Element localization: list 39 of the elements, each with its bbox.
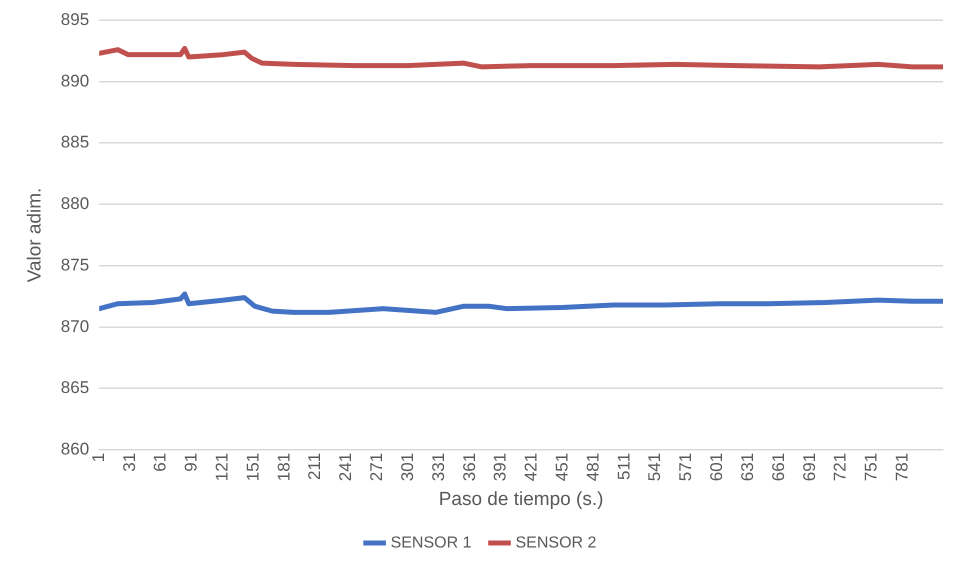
x-tick-label: 661 [768,452,788,482]
y-tick-label: 890 [60,71,90,90]
x-tick-label: 541 [645,452,664,482]
x-tick-label: 151 [243,452,262,482]
x-tick-label: 1 [88,452,108,462]
y-tick-label: 875 [60,255,90,274]
x-tick-label: 271 [367,452,386,482]
y-tick-label: 865 [60,378,90,398]
x-tick-label: 481 [583,452,602,482]
x-tick-label: 601 [707,452,726,482]
x-tick-label: 361 [460,452,479,482]
legend-label: SENSOR 1 [390,534,472,552]
x-tick-label: 301 [398,452,417,482]
x-tick-label: 751 [862,452,881,482]
x-tick-label: 511 [614,452,634,480]
x-tick-label: 721 [830,452,850,482]
x-tick-label: 451 [552,452,572,482]
x-tick-label: 61 [150,452,170,472]
x-tick-label: 121 [212,452,232,482]
x-tick-label: 631 [738,452,757,482]
x-axis-title: Paso de tiempo (s.) [438,488,604,510]
x-tick-label: 91 [182,452,201,472]
x-tick-label: 331 [428,452,448,482]
x-tick-label: 211 [305,452,324,480]
y-axis-title: Valor adim. [24,188,46,282]
legend-label: SENSOR 2 [516,534,597,552]
x-tick-label: 391 [490,452,510,482]
x-tick-label: 421 [522,452,541,482]
y-tick-label: 885 [60,132,90,152]
x-tick-label: 181 [274,452,294,482]
y-tick-label: 870 [60,316,90,336]
y-tick-label: 880 [60,194,90,214]
x-tick-label: 31 [120,452,139,472]
y-tick-label: 895 [60,10,90,29]
y-tick-label: 860 [60,440,90,459]
x-tick-label: 241 [336,452,356,482]
x-tick-label: 691 [800,452,819,482]
x-tick-label: 781 [892,452,912,482]
x-tick-label: 571 [676,452,696,482]
